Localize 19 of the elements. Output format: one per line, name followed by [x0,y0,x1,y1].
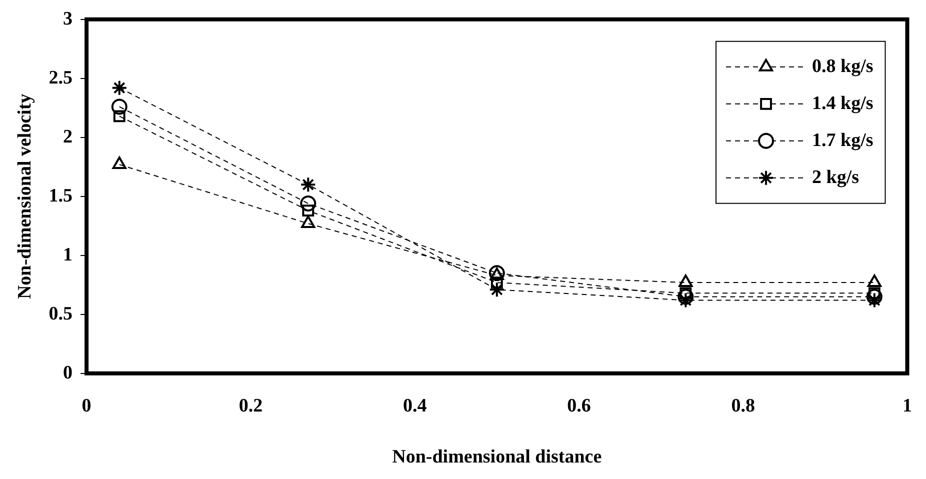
x-tick-label: 0.4 [402,396,428,417]
y-axis-title: Non-dimensional velocity [14,93,36,300]
y-tick-label: 2.5 [48,67,73,88]
x-tick-label: 1 [902,396,912,417]
legend-label: 0.8 kg/s [812,56,874,77]
x-tick-label: 0.8 [731,396,755,417]
y-tick-label: 3 [63,8,73,30]
legend-label: 1.4 kg/s [812,92,874,114]
y-tick-label: 1 [63,244,73,266]
y-tick-label: 0.5 [48,303,73,324]
y-tick-label: 1.5 [48,185,73,206]
x-tick-label: 0 [82,396,92,417]
x-tick-label: 0.2 [238,396,263,417]
y-tick-label: 2 [63,126,73,148]
legend-label: 2 kg/s [812,166,860,188]
y-tick-label: 0 [63,362,73,384]
legend-label: 1.7 kg/s [812,130,874,151]
x-tick-label: 0.6 [567,396,591,417]
x-axis-title: Non-dimensional distance [392,446,602,468]
